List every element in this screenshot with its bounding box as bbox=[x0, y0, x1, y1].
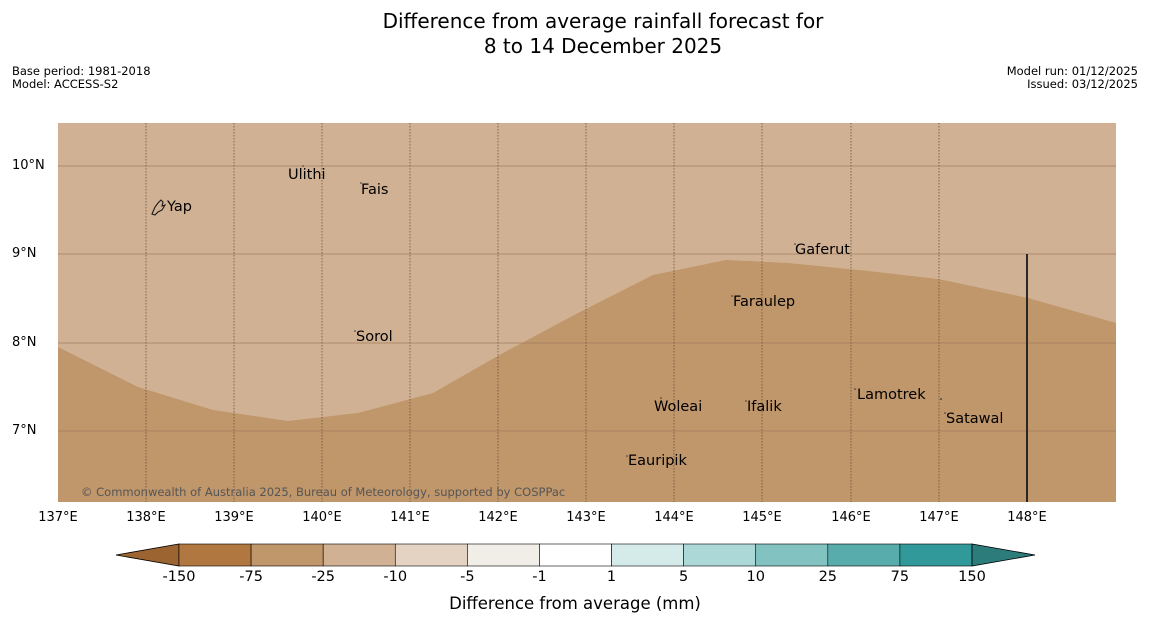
meta-right: Model run: 01/12/2025 Issued: 03/12/2025 bbox=[1007, 65, 1138, 91]
title-line-2: 8 to 14 December 2025 bbox=[483, 34, 723, 58]
colorbar-tick-label: -5 bbox=[460, 569, 475, 585]
place-ulithi: Ulithi bbox=[288, 167, 326, 183]
colorbar-segment bbox=[539, 543, 612, 567]
map-title: Difference from average rainfall forecas… bbox=[0, 9, 1150, 59]
place-gaferut: Gaferut bbox=[795, 242, 850, 258]
issued-date: Issued: 03/12/2025 bbox=[1027, 77, 1138, 91]
model-name: Model: ACCESS-S2 bbox=[12, 77, 119, 91]
colorbar-segment bbox=[394, 543, 468, 567]
longitude-gridlines bbox=[145, 123, 940, 502]
lon-label-143e: 143°E bbox=[566, 510, 606, 525]
lon-label-138e: 138°E bbox=[126, 510, 166, 525]
marker-satawal bbox=[944, 412, 946, 414]
lon-label-147e: 147°E bbox=[919, 510, 959, 525]
lat-label-10n: 10°N bbox=[12, 158, 45, 173]
copyright-notice: © Commonwealth of Australia 2025, Bureau… bbox=[81, 485, 566, 499]
lon-label-146e: 146°E bbox=[831, 510, 871, 525]
colorbar-tick-label: 150 bbox=[958, 569, 986, 585]
marker-faraulep bbox=[731, 295, 733, 297]
colorbar-segment bbox=[467, 543, 540, 567]
colorbar-segment bbox=[250, 543, 324, 567]
marker-sorol bbox=[354, 330, 356, 332]
colorbar-segment bbox=[611, 543, 684, 567]
colorbar-segment bbox=[178, 543, 252, 567]
marker-ulithi bbox=[302, 165, 304, 167]
place-lamotrek: Lamotrek bbox=[857, 387, 926, 403]
title-line-1: Difference from average rainfall forecas… bbox=[382, 9, 824, 33]
lon-label-137e: 137°E bbox=[38, 510, 78, 525]
model-run: Model run: 01/12/2025 bbox=[1006, 64, 1138, 78]
lon-label-144e: 144°E bbox=[654, 510, 694, 525]
lat-label-8n: 8°N bbox=[12, 335, 37, 350]
place-ifalik: Ifalik bbox=[747, 399, 782, 415]
base-period: Base period: 1981-2018 bbox=[12, 64, 151, 78]
marker-gaferut bbox=[794, 243, 796, 245]
yap-island-shape bbox=[151, 199, 167, 216]
lon-label-148e: 148°E bbox=[1007, 510, 1047, 525]
place-sorol: Sorol bbox=[356, 329, 393, 345]
lon-label-145e: 145°E bbox=[742, 510, 782, 525]
place-faraulep: Faraulep bbox=[733, 294, 796, 310]
colorbar-tick-label: 1 bbox=[606, 569, 617, 585]
latitude-gridlines bbox=[58, 165, 1116, 432]
colorbar-segment bbox=[899, 543, 973, 567]
colorbar-tick-label: -150 bbox=[162, 569, 196, 585]
colorbar-segment bbox=[827, 543, 901, 567]
lon-label-141e: 141°E bbox=[390, 510, 430, 525]
lon-label-139e: 139°E bbox=[214, 510, 254, 525]
colorbar-tick-label: 25 bbox=[818, 569, 838, 585]
lon-label-142e: 142°E bbox=[478, 510, 518, 525]
colorbar-segment bbox=[683, 543, 757, 567]
colorbar-tick-label: 75 bbox=[890, 569, 910, 585]
colorbar-tick-label: -1 bbox=[532, 569, 547, 585]
meta-left: Base period: 1981-2018 Model: ACCESS-S2 bbox=[12, 65, 151, 91]
island-markers bbox=[302, 165, 946, 457]
forecast-map bbox=[58, 123, 1116, 502]
place-eauripik: Eauripik bbox=[628, 453, 687, 469]
colorbar-extend-high bbox=[971, 543, 1036, 567]
marker-lamotrek bbox=[854, 388, 856, 390]
marker-woleai bbox=[660, 397, 662, 399]
marker-lamotrek-2 bbox=[940, 398, 942, 400]
colorbar-tick-label: 10 bbox=[746, 569, 765, 585]
colorbar-extend-low bbox=[115, 543, 180, 567]
place-satawal: Satawal bbox=[946, 411, 1004, 427]
colorbar-tick-label: -10 bbox=[383, 569, 408, 585]
colorbar-title: Difference from average (mm) bbox=[449, 594, 701, 613]
colorbar-tick-label: 5 bbox=[679, 569, 689, 585]
lat-label-9n: 9°N bbox=[12, 246, 37, 261]
marker-fais bbox=[360, 182, 362, 184]
colorbar-segment bbox=[322, 543, 396, 567]
map-region-dark bbox=[58, 260, 1116, 502]
colorbar-tick-label: -75 bbox=[239, 569, 263, 585]
place-fais: Fais bbox=[361, 182, 389, 198]
colorbar-segment bbox=[755, 543, 829, 567]
marker-eauripik bbox=[626, 455, 628, 457]
marker-ifalik bbox=[745, 400, 747, 402]
place-yap: Yap bbox=[167, 199, 192, 215]
lat-label-7n: 7°N bbox=[12, 423, 37, 438]
lon-label-140e: 140°E bbox=[302, 510, 342, 525]
colorbar-tick-label: -25 bbox=[311, 569, 336, 585]
place-woleai: Woleai bbox=[654, 399, 703, 415]
